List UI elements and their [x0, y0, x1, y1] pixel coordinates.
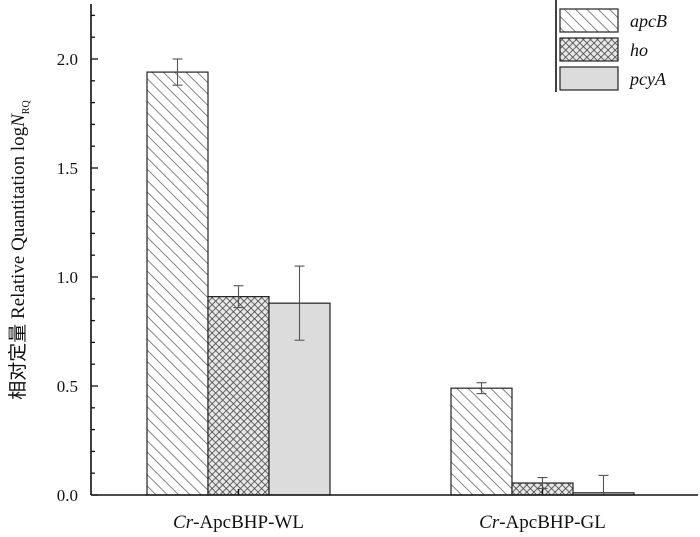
legend-label-pcyA: pcyA — [628, 69, 667, 89]
error-bars-group — [172, 58, 609, 496]
y-tick-label: 1.0 — [57, 268, 78, 287]
legend-label-apcB: apcB — [630, 11, 667, 31]
y-axis-label: 相对定量 Relative Quantitation logNRQ — [7, 100, 32, 400]
bar-apcB-0 — [146, 71, 209, 496]
x-categories-group: Cr-ApcBHP-WL Cr-ApcBHP-GL — [173, 489, 606, 533]
y-tick-label: 2.0 — [57, 50, 78, 69]
y-tick-label: 0.5 — [57, 377, 78, 396]
y-ticks-group: 0.0 0.5 1.0 1.5 2.0 — [57, 14, 98, 505]
bar-ho-0 — [207, 296, 270, 496]
legend-swatch-pcyA — [559, 66, 619, 91]
y-tick-label: 1.5 — [57, 159, 78, 178]
legend-label-ho: ho — [630, 40, 648, 60]
y-tick-label: 0.0 — [57, 486, 78, 505]
category-label-0: Cr-ApcBHP-WL — [173, 512, 304, 533]
bar-apcB-1 — [450, 387, 513, 496]
legend: apcB ho pcyA — [555, 0, 667, 92]
legend-swatch-apcB — [559, 8, 619, 33]
bars-group — [146, 71, 635, 496]
legend-swatch-ho — [559, 37, 619, 62]
category-label-1: Cr-ApcBHP-GL — [479, 512, 606, 533]
bar-pcyA-0 — [268, 302, 331, 496]
